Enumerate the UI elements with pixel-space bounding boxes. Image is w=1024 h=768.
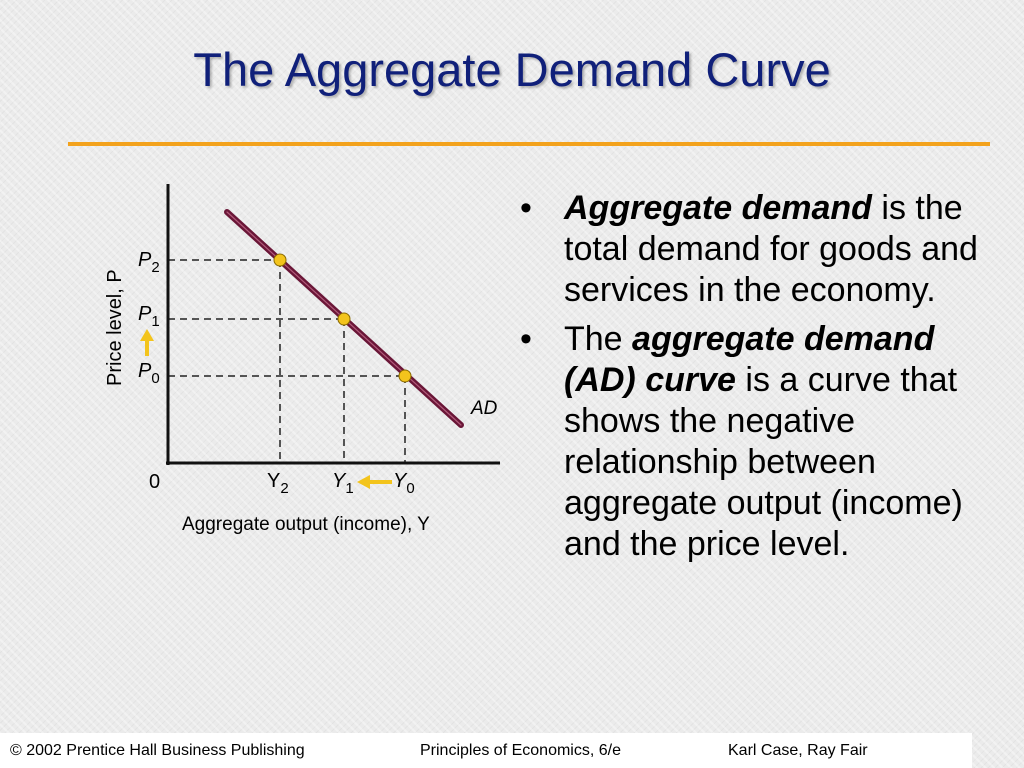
bullet-dot: •	[520, 189, 532, 227]
bullet-item: • The aggregate demand (AD) curve is a c…	[520, 319, 990, 565]
title-underline	[68, 142, 990, 146]
footer-authors: Karl Case, Ray Fair	[728, 742, 868, 759]
tick-label-y1: Y1	[332, 470, 354, 497]
output-decrease-arrow	[357, 475, 392, 489]
price-increase-arrow	[140, 329, 154, 356]
footer-bar: © 2002 Prentice Hall Business Publishing…	[0, 733, 972, 768]
bullet-dot: •	[520, 320, 532, 358]
aggregate-demand-diagram: P2 P1 P0 0 Y2 Y1 Y0 AD Price level, P Ag…	[104, 184, 500, 535]
slide-title: The Aggregate Demand Curve	[193, 43, 831, 96]
bullet-term: aggregate demand (AD) curve	[564, 320, 935, 399]
ad-curve-label: AD	[470, 398, 498, 419]
point-p2-y2	[273, 253, 287, 267]
origin-label: 0	[149, 471, 160, 493]
y-axis-label: Price level, P	[104, 269, 126, 386]
footer-copyright: © 2002 Prentice Hall Business Publishing	[10, 742, 305, 759]
footer-book: Principles of Economics, 6/e	[420, 742, 621, 759]
bullet-prefix: The	[564, 320, 633, 358]
tick-label-p2: P2	[138, 249, 160, 276]
point-p1-y1	[337, 312, 351, 326]
bullet-term: Aggregate demand	[564, 189, 872, 227]
tick-label-p0: P0	[138, 360, 160, 387]
tick-label-y0: Y0	[393, 470, 415, 497]
tick-label-p1: P1	[138, 303, 160, 330]
tick-label-y2: Y2	[267, 470, 289, 497]
bullet-item: • Aggregate demand is the total demand f…	[520, 188, 990, 311]
bullet-text: is a curve that shows the negative relat…	[564, 361, 963, 563]
bullet-list: • Aggregate demand is the total demand f…	[520, 188, 990, 573]
bullet-text: is the total demand for goods and servic…	[564, 189, 978, 309]
x-axis-label: Aggregate output (income), Y	[182, 514, 430, 535]
point-p0-y0	[398, 369, 412, 383]
